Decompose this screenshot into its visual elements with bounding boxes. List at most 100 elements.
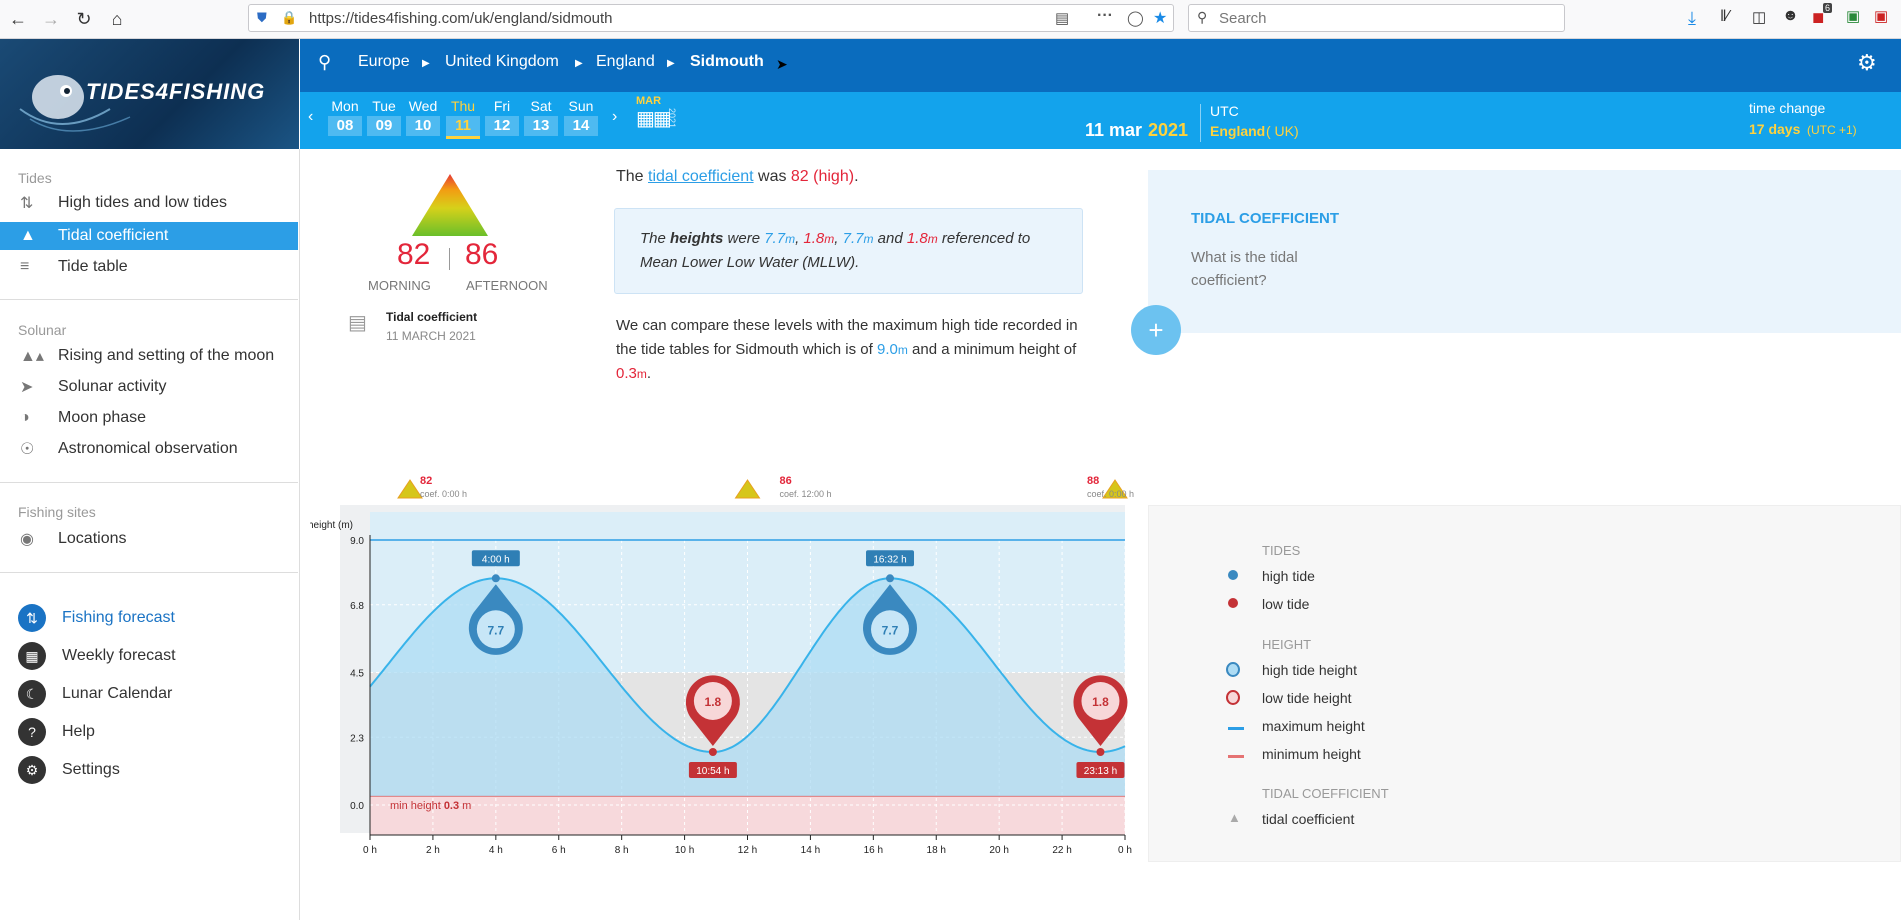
x-tick-label: 12 h: [738, 845, 757, 856]
search-icon[interactable]: ⚲: [318, 52, 332, 72]
sidebar-item-solunar-activity[interactable]: ➤ Solunar activity: [0, 373, 298, 401]
legend-min-height: minimum height: [1262, 746, 1361, 762]
more-actions-icon[interactable]: ···: [1097, 7, 1113, 24]
comment-icon: ▤: [348, 312, 367, 334]
coefficient-value: 82: [420, 475, 432, 487]
site-logo[interactable]: TIDES4FISHING: [0, 39, 299, 149]
day-tue[interactable]: Tue 09: [367, 98, 401, 136]
sidebar-item-settings[interactable]: ⚙ Settings: [18, 755, 120, 785]
text-fragment: were: [723, 230, 765, 247]
day-wed[interactable]: Wed 10: [406, 98, 440, 136]
account-icon[interactable]: ☻: [1782, 7, 1799, 24]
tidal-coefficient-link[interactable]: tidal coefficient: [648, 168, 754, 185]
forward-icon[interactable]: →: [42, 8, 60, 29]
ublock-extension-icon[interactable]: ◼: [1812, 9, 1825, 26]
crescent-moon-icon: ☾: [18, 680, 46, 708]
fish-icon: ➤: [20, 379, 34, 396]
reload-icon[interactable]: ↻: [76, 8, 92, 29]
day-mon[interactable]: Mon 08: [328, 98, 362, 136]
browser-search-input[interactable]: ⚲ Search: [1188, 4, 1565, 32]
legend-high-tide: high tide: [1262, 568, 1315, 584]
sidebar-item-help[interactable]: ? Help: [18, 717, 95, 747]
sidebar-item-weekly-forecast[interactable]: ▦ Weekly forecast: [18, 641, 176, 671]
breadcrumb-uk[interactable]: United Kingdom: [445, 53, 559, 70]
url-bar[interactable]: ⛊ 🔒 https://tides4fishing.com/uk/england…: [248, 4, 1174, 32]
sidebar-item-moon-phase[interactable]: ◑ Moon phase: [0, 404, 298, 432]
sidebar-item-high-low-tides[interactable]: ⇅ High tides and low tides: [0, 189, 298, 217]
sidebar-item-label: Weekly forecast: [62, 647, 176, 664]
browser-search-placeholder: Search: [1219, 10, 1267, 27]
morning-coefficient: 82: [397, 238, 431, 271]
day-fri[interactable]: Fri 12: [485, 98, 519, 136]
coefficient-triangle-icon: ▲: [1228, 810, 1241, 825]
sidebar-item-tide-table[interactable]: ≡ Tide table: [0, 253, 298, 281]
tracking-shield-icon[interactable]: ⛊: [257, 10, 267, 25]
sidebar-toggle-icon[interactable]: ◫: [1752, 9, 1767, 26]
high-tide-pin-icon: [1226, 662, 1240, 677]
high-tide-time-box: [471, 550, 520, 567]
gear-icon[interactable]: ⚙: [1857, 50, 1877, 75]
pocket-extension-icon[interactable]: ▣: [1874, 8, 1889, 25]
region-label[interactable]: England: [1210, 123, 1266, 139]
sidebar-item-label: Fishing forecast: [62, 609, 175, 626]
breadcrumb-england[interactable]: England: [596, 53, 655, 70]
divider: [1200, 104, 1201, 142]
chevron-left-icon[interactable]: ‹: [308, 108, 314, 125]
home-icon[interactable]: ⌂: [111, 8, 123, 29]
downloads-icon[interactable]: ⤓: [1688, 8, 1696, 28]
lock-icon: 🔒: [281, 10, 298, 25]
coefficient-title: Tidal coefficient: [386, 310, 478, 324]
back-icon[interactable]: ←: [9, 8, 27, 29]
map-pin-icon: ◉: [20, 531, 34, 548]
afternoon-coefficient: 86: [465, 238, 499, 271]
sidebar-divider: [0, 482, 298, 483]
breadcrumb-separator-icon: ▶: [422, 58, 430, 69]
bookmark-star-icon[interactable]: ★: [1153, 10, 1168, 27]
high-tide-time: 4:00 h: [482, 554, 510, 565]
sidebar-item-tidal-coefficient[interactable]: ▲ Tidal coefficient: [0, 222, 298, 250]
day-sun[interactable]: Sun 14: [564, 98, 598, 136]
reader-view-icon[interactable]: ▤: [1055, 10, 1070, 27]
date-bar: [300, 92, 1901, 149]
day-sat[interactable]: Sat 13: [524, 98, 558, 136]
calendar-grid-icon[interactable]: ▦▦: [636, 108, 672, 130]
high-tide-time: 16:32 h: [873, 554, 906, 565]
sidebar-item-fishing-forecast[interactable]: ⇅ Fishing forecast: [18, 603, 175, 633]
unit: m: [927, 232, 938, 246]
fish-icon: ➤: [776, 56, 788, 72]
heights-info-box: The heights were 7.7m, 1.8m, 7.7m and 1.…: [614, 208, 1083, 294]
low-tide-point: [708, 748, 717, 756]
expand-button[interactable]: +: [1131, 305, 1181, 355]
day-thu[interactable]: Thu 11: [446, 98, 480, 139]
sidebar-item-label: Settings: [62, 761, 120, 778]
sidebar-item-moonrise[interactable]: ▲▴ Rising and setting of the moon: [0, 342, 298, 370]
sidebar-item-label: Solunar activity: [58, 378, 167, 395]
text-fragment: referenced to Mean Lower Low Water (MLLW…: [640, 230, 1031, 271]
x-tick-label: 8 h: [615, 845, 629, 856]
chevron-right-icon[interactable]: ›: [612, 108, 618, 125]
sidebar-item-locations[interactable]: ◉ Locations: [0, 525, 298, 553]
day-number: 11: [446, 116, 480, 139]
sidebar-divider: [0, 299, 298, 300]
breadcrumb-europe[interactable]: Europe: [358, 53, 410, 70]
sidebar-item-label: Help: [62, 723, 95, 740]
panel-question: What is the tidal coefficient?: [1191, 249, 1298, 289]
up-down-arrows-icon: ⇅: [20, 195, 34, 212]
country-label: ( UK): [1266, 123, 1299, 139]
coefficient-time: coef. 12:00 h: [780, 489, 832, 499]
sidebar-item-lunar-calendar[interactable]: ☾ Lunar Calendar: [18, 679, 172, 709]
low-tide-height: 1.8: [1092, 695, 1109, 709]
x-tick-label: 0 h: [363, 845, 377, 856]
day-name: Fri: [493, 98, 511, 114]
extension-icon[interactable]: ▣: [1846, 8, 1861, 25]
url-text: https://tides4fishing.com/uk/england/sid…: [309, 10, 613, 27]
high-tide-height: 7.7: [487, 623, 504, 637]
y-tick-label: 4.5: [350, 669, 364, 680]
text-fragment: and a minimum height of: [907, 341, 1077, 358]
day-number: 14: [564, 116, 598, 136]
pocket-icon[interactable]: ◯: [1127, 10, 1144, 27]
unit: m: [863, 232, 874, 246]
sidebar-item-astronomical[interactable]: ☉ Astronomical observation: [0, 435, 298, 463]
library-icon[interactable]: ‖⁄: [1720, 8, 1730, 25]
sidebar-item-label: Locations: [58, 530, 127, 547]
